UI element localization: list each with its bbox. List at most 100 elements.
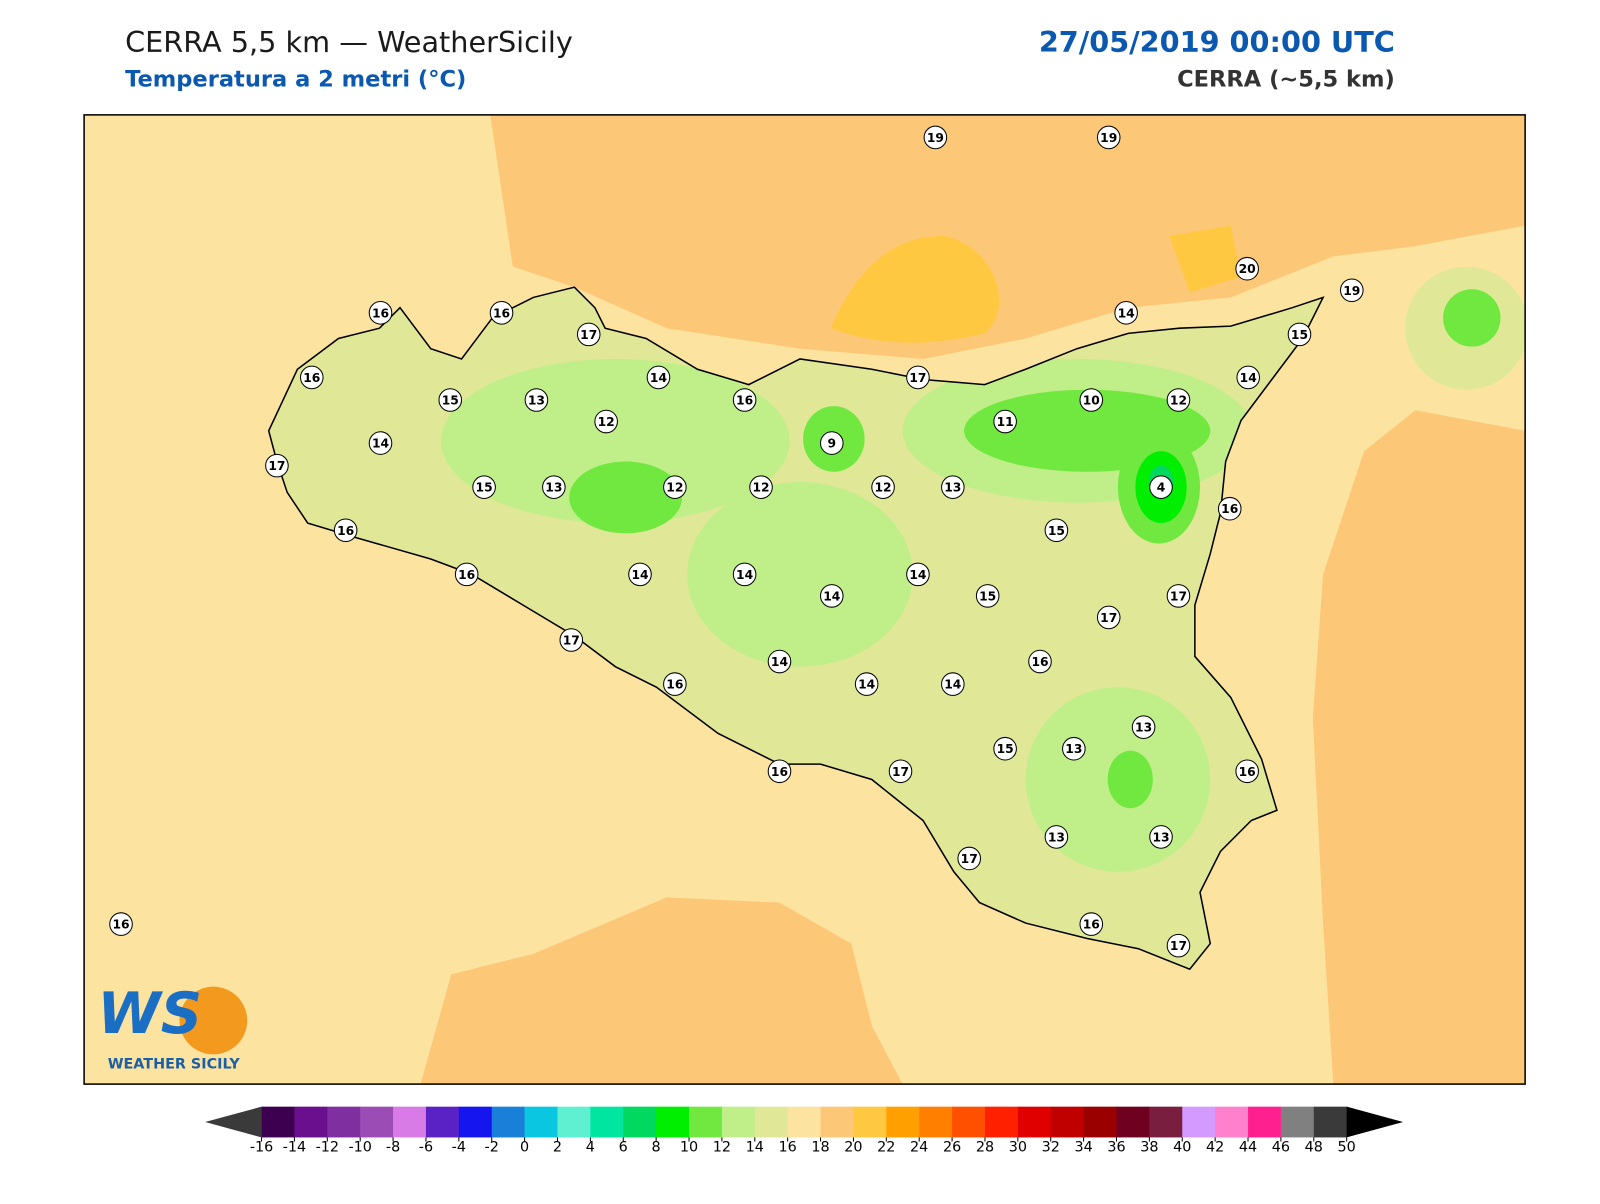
station-value: 17 bbox=[1170, 589, 1187, 603]
station-marker bbox=[368, 431, 393, 455]
colorbar-tick-label: -10 bbox=[348, 1140, 371, 1156]
station-value: 20 bbox=[1239, 262, 1256, 276]
station-marker bbox=[454, 562, 479, 587]
station-value: 17 bbox=[563, 634, 580, 648]
station-value: 10 bbox=[1083, 394, 1100, 408]
colorbar-tick-label: -4 bbox=[452, 1140, 466, 1156]
station-value: 19 bbox=[1100, 131, 1117, 145]
colorbar-segment bbox=[984, 1106, 1019, 1138]
station-value: 14 bbox=[372, 437, 389, 451]
colorbar-segment bbox=[261, 1106, 295, 1138]
station-value: 13 bbox=[545, 481, 562, 495]
colorbar-tick-label: 6 bbox=[619, 1140, 628, 1156]
station-value: 17 bbox=[580, 328, 597, 342]
station-marker bbox=[1166, 933, 1191, 958]
colorbar-tick-label: -8 bbox=[386, 1140, 400, 1156]
colorbar-tick-label: -12 bbox=[316, 1140, 339, 1156]
station-marker bbox=[1235, 759, 1259, 784]
colorbar-segment bbox=[1149, 1106, 1183, 1138]
station-marker bbox=[732, 388, 757, 412]
station-value: 15 bbox=[442, 394, 459, 408]
colorbar-tick-label: 50 bbox=[1338, 1140, 1356, 1156]
station-marker bbox=[628, 562, 652, 587]
colorbar-tick-label: 2 bbox=[553, 1140, 562, 1156]
station-value: 16 bbox=[1221, 502, 1238, 516]
colorbar-tick-label: 30 bbox=[1009, 1140, 1027, 1156]
station-value: 14 bbox=[944, 678, 961, 692]
station-marker bbox=[524, 388, 549, 412]
station-marker bbox=[1044, 518, 1069, 543]
station-value: 16 bbox=[303, 371, 320, 385]
station-marker bbox=[975, 584, 1000, 608]
station-value: 4 bbox=[1157, 481, 1166, 495]
station-value: 17 bbox=[892, 765, 909, 779]
station-value: 17 bbox=[1170, 939, 1187, 953]
station-marker bbox=[1062, 736, 1086, 761]
colorbar-tick-label: 18 bbox=[811, 1140, 829, 1156]
colorbar-tick-label: 36 bbox=[1107, 1140, 1125, 1156]
station-marker bbox=[906, 365, 930, 390]
station-value: 13 bbox=[1135, 721, 1152, 735]
station-marker bbox=[594, 409, 618, 434]
station-marker bbox=[993, 409, 1017, 434]
colorbar-segment bbox=[590, 1106, 624, 1138]
colorbar-segment bbox=[787, 1106, 822, 1138]
station-value: 16 bbox=[1239, 765, 1256, 779]
colorbar-tick-label: 12 bbox=[713, 1140, 731, 1156]
colorbar-tick-label: 14 bbox=[746, 1140, 764, 1156]
station-marker bbox=[1287, 322, 1312, 347]
colorbar-segment bbox=[294, 1106, 328, 1138]
station-marker bbox=[906, 562, 930, 587]
colorbar-segment bbox=[1313, 1106, 1348, 1138]
colorbar-segment bbox=[689, 1106, 723, 1138]
station-value: 19 bbox=[1343, 284, 1360, 298]
colorbar-segment bbox=[623, 1106, 657, 1138]
station-value: 11 bbox=[997, 415, 1014, 429]
station-value: 16 bbox=[493, 306, 510, 320]
colorbar-segment bbox=[853, 1106, 887, 1138]
station-marker bbox=[1131, 715, 1156, 739]
station-value: 14 bbox=[1118, 306, 1135, 320]
station-value: 14 bbox=[1240, 371, 1257, 385]
title: CERRA 5,5 km — WeatherSicily bbox=[125, 25, 573, 59]
station-marker bbox=[265, 453, 289, 478]
station-marker bbox=[767, 759, 792, 784]
station-marker bbox=[993, 736, 1017, 761]
colorbar-segment bbox=[458, 1106, 493, 1138]
colorbar-segment bbox=[952, 1106, 986, 1138]
station-value: 17 bbox=[1100, 611, 1117, 625]
station-value: 15 bbox=[1291, 328, 1308, 342]
colorbar-tick-label: 8 bbox=[652, 1140, 661, 1156]
colorbar-segment bbox=[393, 1106, 427, 1138]
colorbar-segment bbox=[1017, 1106, 1052, 1138]
colorbar-tick-label: 4 bbox=[586, 1140, 595, 1156]
station-marker bbox=[1079, 388, 1104, 412]
station-marker bbox=[1079, 912, 1104, 936]
station-marker bbox=[749, 475, 773, 499]
station-value: 9 bbox=[828, 437, 837, 451]
colorbar-segment bbox=[1215, 1106, 1249, 1138]
colorbar-tick-label: 10 bbox=[680, 1140, 698, 1156]
station-value: 14 bbox=[736, 568, 753, 582]
station-marker bbox=[1339, 278, 1364, 303]
station-value: 16 bbox=[1083, 918, 1100, 932]
colorbar-segment bbox=[886, 1106, 920, 1138]
station-value: 19 bbox=[927, 131, 944, 145]
station-value: 12 bbox=[666, 481, 683, 495]
colorbar-segment bbox=[1050, 1106, 1085, 1138]
station-value: 17 bbox=[909, 371, 926, 385]
station-marker bbox=[1166, 584, 1191, 608]
logo-initials: WS bbox=[97, 980, 202, 1047]
station-value: 16 bbox=[666, 678, 683, 692]
colorbar-tick-label: 42 bbox=[1206, 1140, 1224, 1156]
colorbar-segment bbox=[360, 1106, 394, 1138]
colorbar-tick-label: 28 bbox=[976, 1140, 994, 1156]
station-marker bbox=[1028, 649, 1052, 674]
station-marker bbox=[854, 672, 879, 696]
station-value: 16 bbox=[771, 765, 788, 779]
colorbar-segment bbox=[327, 1106, 361, 1138]
station-value: 16 bbox=[372, 306, 389, 320]
station-marker bbox=[542, 475, 566, 499]
colorbar-segment bbox=[524, 1106, 558, 1138]
